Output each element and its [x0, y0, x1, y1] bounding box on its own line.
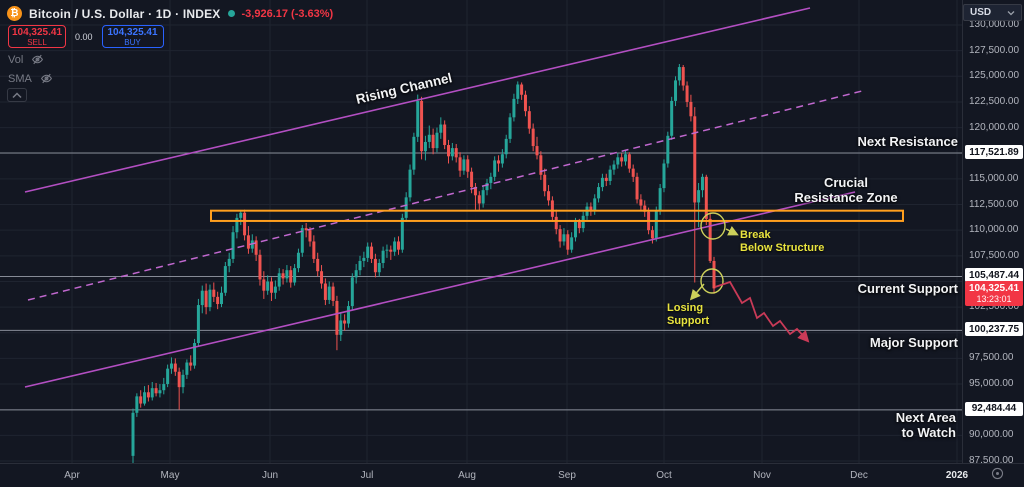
price-line-badge: 92,484.44 — [965, 401, 1023, 416]
annotation-major-support: Major Support — [869, 335, 958, 350]
price-tick-label: 112,500.00 — [969, 198, 1019, 210]
time-tick-label: Dec — [850, 470, 868, 481]
time-axis[interactable]: Apr May Jun Jul Aug Sep Oct Nov Dec 2026 — [0, 463, 1024, 487]
collapse-legend-button[interactable] — [7, 88, 27, 102]
price-change: -3,926.17 (-3.63%) — [241, 7, 334, 20]
price-line-badge: 117,521.89 — [965, 145, 1023, 159]
price-tick-label: 125,000.00 — [969, 70, 1020, 82]
spread-value: 0.00 — [75, 31, 93, 42]
annotation-crucial-resistance-zone: Crucial Resistance Zone — [794, 175, 898, 205]
candlestick-chart[interactable] — [0, 0, 1024, 463]
price-tick-label: 90,000.00 — [969, 429, 1014, 441]
currency-selector[interactable]: USD — [963, 4, 1022, 21]
price-tick-label: 97,500.00 — [969, 352, 1014, 364]
time-tick-label: Apr — [64, 470, 80, 481]
price-line-badge: 100,237.75 — [965, 322, 1023, 337]
chevron-up-icon — [12, 91, 22, 98]
price-tick-label: 122,500.00 — [969, 95, 1020, 107]
annotation-next-area-to-watch: Next Area to Watch — [895, 410, 956, 440]
time-tick-label: Jun — [261, 470, 279, 481]
annotation-current-support: Current Support — [857, 281, 958, 296]
symbol-title[interactable]: Bitcoin / U.S. Dollar · 1D · INDEX — [29, 6, 221, 21]
eye-off-icon[interactable] — [31, 53, 44, 66]
price-tick-label: 107,500.00 — [969, 249, 1020, 261]
price-tick-label: 127,500.00 — [969, 44, 1020, 56]
price-tick-label: 130,000.00 — [969, 19, 1020, 30]
time-tick-label: Aug — [458, 470, 476, 481]
price-line-badge: 105,487.44 — [965, 268, 1023, 283]
time-tick-label: Sep — [558, 470, 576, 481]
chart-drawings — [24, 7, 904, 388]
bitcoin-logo-icon: ₿ — [7, 6, 22, 21]
candlestick-series — [131, 63, 716, 463]
scroll-to-realtime-icon[interactable] — [991, 467, 1004, 480]
time-tick-label: Oct — [656, 470, 672, 481]
annotation-next-resistance: Next Resistance — [857, 134, 958, 149]
market-status-icon — [227, 10, 235, 17]
sell-button[interactable]: 104,325.41 SELL — [8, 25, 66, 48]
price-axis[interactable]: 130,000.00 127,500.00 125,000.00 122,500.00… — [962, 0, 1024, 463]
price-tick-label: 102,500.00 — [969, 301, 1020, 313]
price-tick-label: 120,000.00 — [969, 121, 1020, 133]
price-tick-label: 110,000.00 — [969, 224, 1019, 236]
buy-button[interactable]: 104,325.41 BUY — [101, 25, 164, 48]
annotation-losing-support: Losing Support — [667, 302, 710, 327]
currency-value: USD — [970, 7, 992, 18]
price-tick-label: 95,000.00 — [969, 378, 1014, 390]
price-tick-label: 115,000.00 — [969, 172, 1019, 184]
sell-price: 104,325.41 — [11, 26, 63, 38]
annotation-break-below-structure: Break Below Structure — [740, 229, 825, 254]
time-tick-label: 2026 — [945, 470, 969, 481]
sma-legend-label: SMA — [8, 72, 32, 85]
chevron-down-icon — [1007, 10, 1015, 15]
sell-label: SELL — [27, 37, 47, 47]
buy-price: 104,325.41 — [107, 26, 158, 38]
time-tick-label: Nov — [753, 470, 771, 481]
eye-off-icon[interactable] — [40, 72, 53, 85]
buy-label: BUY — [124, 37, 141, 47]
last-price-badge: 104,325.41 13:23:01 — [965, 281, 1023, 307]
volume-legend-label: Vol — [8, 53, 24, 66]
price-tick-label: 87,500.00 — [969, 455, 1014, 463]
time-tick-label: Jul — [360, 470, 374, 481]
time-tick-label: May — [160, 470, 180, 481]
